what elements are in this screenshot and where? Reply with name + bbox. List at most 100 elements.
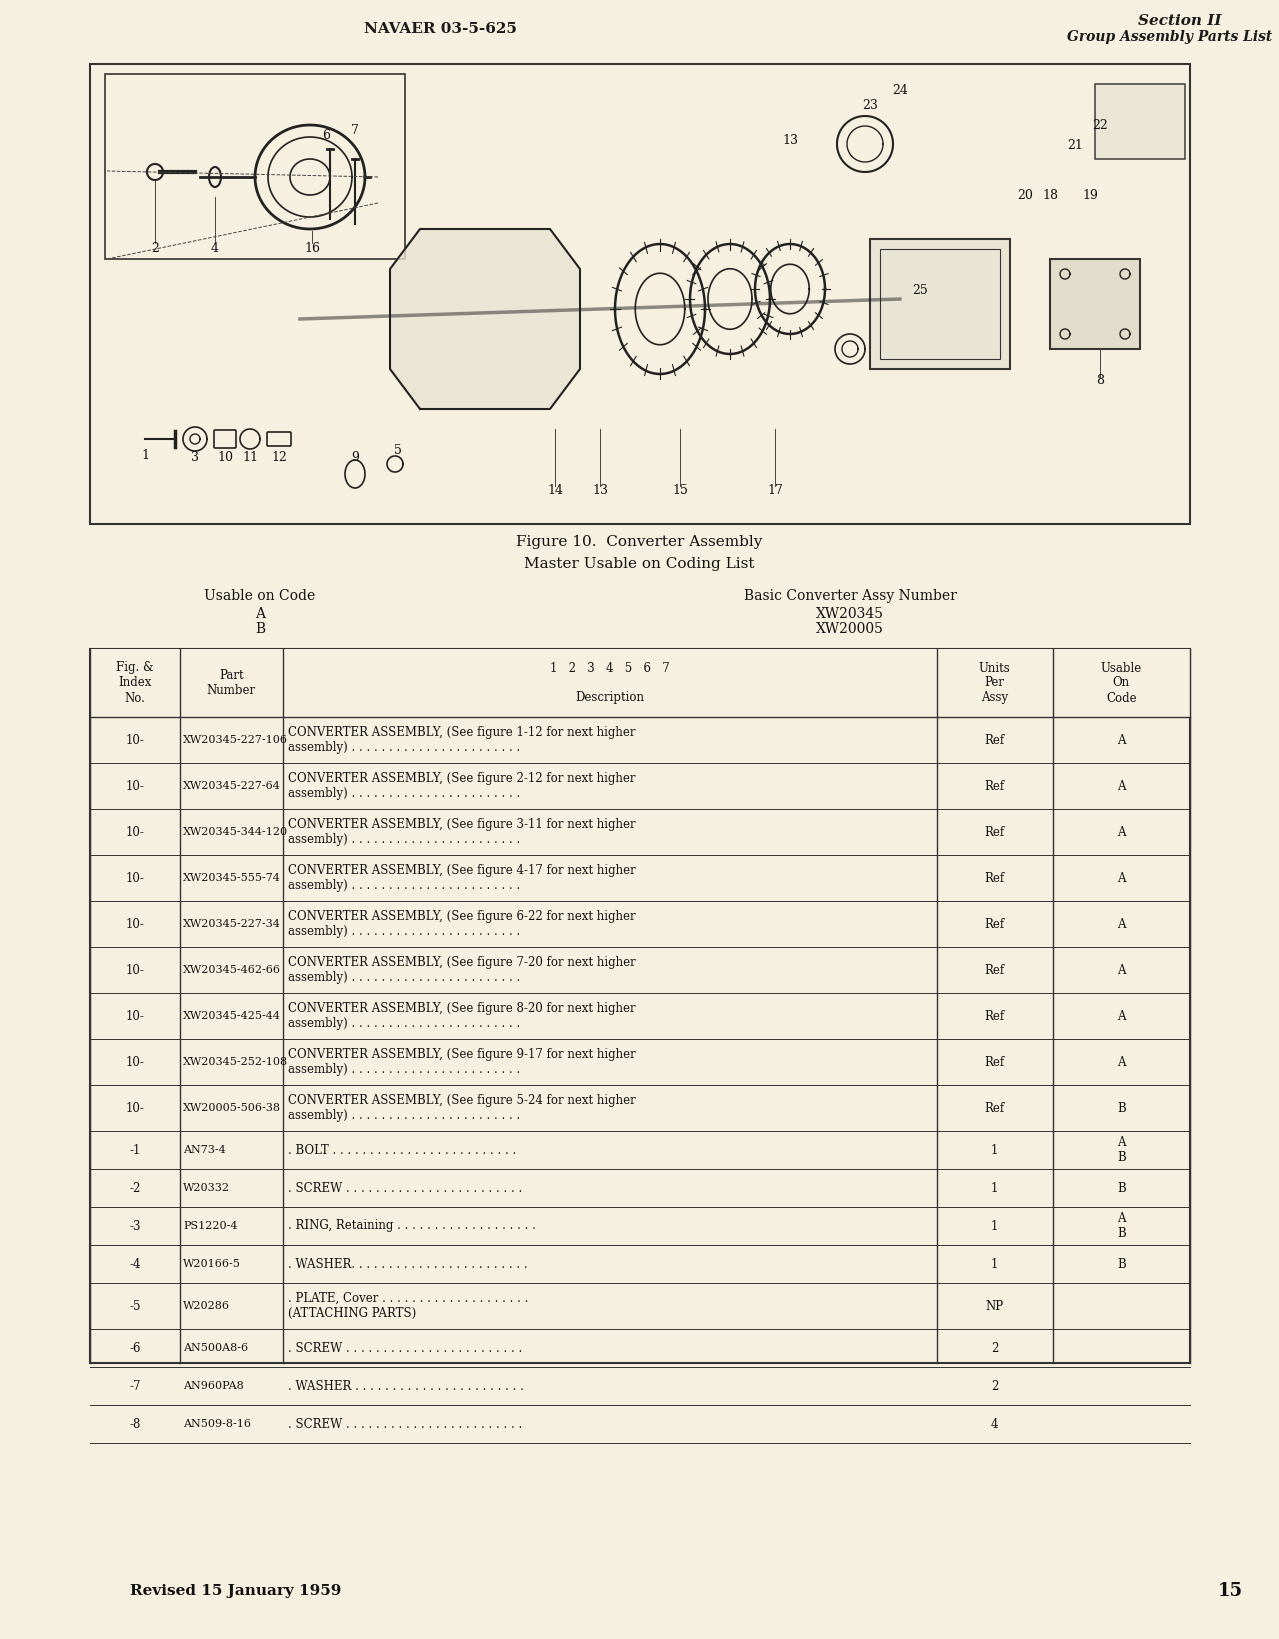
Text: W20332: W20332 bbox=[183, 1183, 230, 1193]
Text: AN509-8-16: AN509-8-16 bbox=[183, 1419, 251, 1429]
Text: 10-: 10- bbox=[125, 780, 145, 793]
Text: XW20345-227-64: XW20345-227-64 bbox=[183, 782, 281, 792]
Text: 4: 4 bbox=[991, 1418, 999, 1431]
Text: 15: 15 bbox=[671, 484, 688, 497]
Ellipse shape bbox=[345, 461, 365, 488]
Text: 1   2   3   4   5   6   7

Description: 1 2 3 4 5 6 7 Description bbox=[550, 662, 670, 705]
Text: Ref: Ref bbox=[985, 734, 1005, 746]
Text: XW20345: XW20345 bbox=[816, 606, 884, 621]
Text: 17: 17 bbox=[767, 484, 783, 497]
Text: Figure 10.  Converter Assembly: Figure 10. Converter Assembly bbox=[515, 534, 762, 549]
Text: AN500A8-6: AN500A8-6 bbox=[183, 1342, 248, 1354]
Text: Ref: Ref bbox=[985, 780, 1005, 793]
Text: CONVERTER ASSEMBLY, (See figure 2-12 for next higher
assembly) . . . . . . . . .: CONVERTER ASSEMBLY, (See figure 2-12 for… bbox=[288, 772, 634, 800]
Text: A: A bbox=[1117, 964, 1126, 977]
Text: . BOLT . . . . . . . . . . . . . . . . . . . . . . . . .: . BOLT . . . . . . . . . . . . . . . . .… bbox=[288, 1144, 515, 1157]
Text: AN960PA8: AN960PA8 bbox=[183, 1382, 244, 1392]
Bar bbox=[1095, 84, 1186, 159]
Text: PS1220-4: PS1220-4 bbox=[183, 1221, 238, 1231]
Text: NAVAER 03-5-625: NAVAER 03-5-625 bbox=[363, 21, 517, 36]
Text: 9: 9 bbox=[350, 451, 359, 464]
Text: . SCREW . . . . . . . . . . . . . . . . . . . . . . . .: . SCREW . . . . . . . . . . . . . . . . … bbox=[288, 1182, 522, 1195]
Text: 1: 1 bbox=[141, 449, 148, 462]
Text: A: A bbox=[1117, 1010, 1126, 1023]
Bar bbox=[1050, 259, 1140, 349]
Text: 10-: 10- bbox=[125, 734, 145, 746]
Text: -7: -7 bbox=[129, 1380, 141, 1393]
Text: 10-: 10- bbox=[125, 1101, 145, 1115]
Text: CONVERTER ASSEMBLY, (See figure 5-24 for next higher
assembly) . . . . . . . . .: CONVERTER ASSEMBLY, (See figure 5-24 for… bbox=[288, 1093, 636, 1123]
Text: XW20005-506-38: XW20005-506-38 bbox=[183, 1103, 281, 1113]
Text: 10-: 10- bbox=[125, 826, 145, 839]
Text: Revised 15 January 1959: Revised 15 January 1959 bbox=[130, 1583, 341, 1598]
Text: -5: -5 bbox=[129, 1300, 141, 1313]
Text: A: A bbox=[255, 606, 265, 621]
Bar bbox=[90, 649, 1189, 716]
Text: 10-: 10- bbox=[125, 1056, 145, 1069]
Text: 8: 8 bbox=[1096, 374, 1104, 387]
Text: 15: 15 bbox=[1218, 1582, 1243, 1600]
Text: Ref: Ref bbox=[985, 918, 1005, 931]
Text: XW20005: XW20005 bbox=[816, 621, 884, 636]
Text: -3: -3 bbox=[129, 1219, 141, 1233]
Text: XW20345-227-106: XW20345-227-106 bbox=[183, 734, 288, 746]
Text: 21: 21 bbox=[1067, 139, 1083, 152]
Text: XW20345-462-66: XW20345-462-66 bbox=[183, 965, 281, 975]
Text: Units
Per
Assy: Units Per Assy bbox=[978, 662, 1010, 705]
Text: 10: 10 bbox=[217, 451, 233, 464]
Text: . WASHER. . . . . . . . . . . . . . . . . . . . . . . .: . WASHER. . . . . . . . . . . . . . . . … bbox=[288, 1257, 527, 1270]
Ellipse shape bbox=[208, 167, 221, 187]
Bar bbox=[90, 649, 1189, 1364]
Text: . SCREW . . . . . . . . . . . . . . . . . . . . . . . .: . SCREW . . . . . . . . . . . . . . . . … bbox=[288, 1418, 522, 1431]
Text: A
B: A B bbox=[1117, 1211, 1126, 1241]
Text: CONVERTER ASSEMBLY, (See figure 4-17 for next higher
assembly) . . . . . . . . .: CONVERTER ASSEMBLY, (See figure 4-17 for… bbox=[288, 864, 636, 892]
Text: -4: -4 bbox=[129, 1257, 141, 1270]
Text: Ref: Ref bbox=[985, 1101, 1005, 1115]
Text: 1: 1 bbox=[991, 1257, 999, 1270]
Text: 10-: 10- bbox=[125, 964, 145, 977]
Text: Ref: Ref bbox=[985, 1010, 1005, 1023]
Text: -2: -2 bbox=[129, 1182, 141, 1195]
Text: A: A bbox=[1117, 918, 1126, 931]
Text: 11: 11 bbox=[242, 451, 258, 464]
Text: Usable on Code: Usable on Code bbox=[205, 588, 316, 603]
Text: W20286: W20286 bbox=[183, 1301, 230, 1311]
Text: 1: 1 bbox=[991, 1182, 999, 1195]
Text: 14: 14 bbox=[547, 484, 563, 497]
Text: Group Assembly Parts List: Group Assembly Parts List bbox=[1068, 30, 1273, 44]
Text: . WASHER . . . . . . . . . . . . . . . . . . . . . . .: . WASHER . . . . . . . . . . . . . . . .… bbox=[288, 1380, 523, 1393]
Text: 12: 12 bbox=[271, 451, 286, 464]
Text: Usable
On
Code: Usable On Code bbox=[1101, 662, 1142, 705]
Text: Ref: Ref bbox=[985, 1056, 1005, 1069]
Bar bbox=[90, 64, 1189, 524]
Text: W20166-5: W20166-5 bbox=[183, 1259, 240, 1269]
Text: A: A bbox=[1117, 826, 1126, 839]
Text: XW20345-344-120: XW20345-344-120 bbox=[183, 828, 288, 838]
Text: 20: 20 bbox=[1017, 188, 1033, 202]
FancyBboxPatch shape bbox=[267, 433, 292, 446]
Text: Master Usable on Coding List: Master Usable on Coding List bbox=[523, 557, 755, 570]
Text: 25: 25 bbox=[912, 284, 927, 297]
Text: -6: -6 bbox=[129, 1341, 141, 1354]
Bar bbox=[880, 249, 1000, 359]
Polygon shape bbox=[390, 229, 579, 410]
Text: 18: 18 bbox=[1042, 188, 1058, 202]
Text: Ref: Ref bbox=[985, 964, 1005, 977]
Text: Section II: Section II bbox=[1138, 15, 1221, 28]
Text: Basic Converter Assy Number: Basic Converter Assy Number bbox=[743, 588, 957, 603]
Text: XW20345-555-74: XW20345-555-74 bbox=[183, 874, 281, 883]
Text: A: A bbox=[1117, 734, 1126, 746]
Text: 10-: 10- bbox=[125, 1010, 145, 1023]
Bar bbox=[870, 239, 1010, 369]
Text: 5: 5 bbox=[394, 444, 402, 457]
Text: 1: 1 bbox=[991, 1219, 999, 1233]
Text: 23: 23 bbox=[862, 98, 877, 111]
Text: 10-: 10- bbox=[125, 872, 145, 885]
Text: 13: 13 bbox=[592, 484, 608, 497]
Text: A: A bbox=[1117, 780, 1126, 793]
Text: 7: 7 bbox=[350, 125, 359, 138]
Text: 1: 1 bbox=[991, 1144, 999, 1157]
Text: Fig. &
Index
No.: Fig. & Index No. bbox=[116, 662, 153, 705]
Text: Part
Number: Part Number bbox=[207, 669, 256, 697]
Text: 2: 2 bbox=[151, 243, 159, 256]
